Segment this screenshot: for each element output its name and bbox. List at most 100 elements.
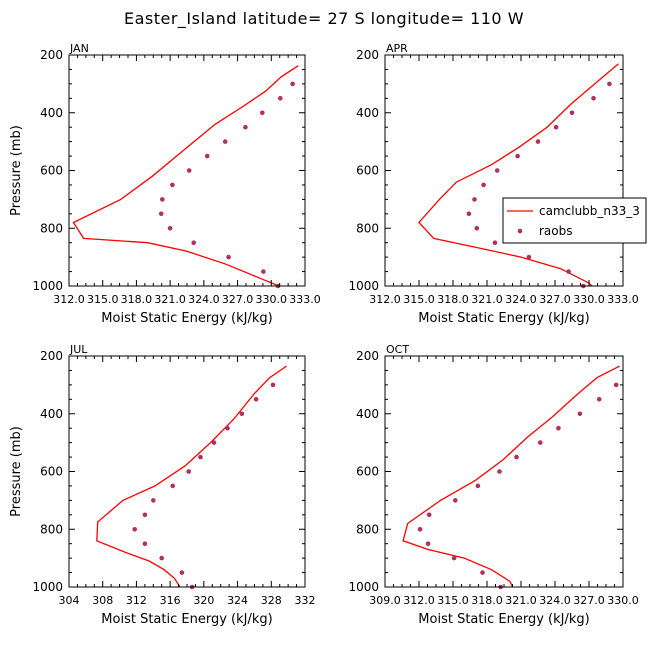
raob-point [577, 411, 583, 417]
raob-point [270, 382, 276, 388]
y-tick-label: 800 [356, 522, 379, 536]
raob-point [290, 81, 295, 87]
x-tick-label: 315.0 [87, 293, 119, 306]
raob-point [179, 570, 185, 575]
raob-point [426, 512, 432, 518]
raob-point [515, 153, 520, 159]
x-tick-label: 316 [160, 594, 181, 607]
y-axis-label: Pressure (mb) [9, 125, 24, 216]
raob-point [526, 254, 532, 260]
y-tick-label: 1000 [348, 279, 379, 293]
x-tick-label: 324 [227, 594, 248, 607]
raob-point [553, 124, 559, 130]
raob-point [453, 498, 458, 503]
x-tick-label: 330.0 [573, 293, 605, 306]
x-tick-label: 318.0 [437, 293, 469, 306]
raob-point [243, 124, 248, 130]
raob-point [226, 254, 231, 260]
y-tick-label: 200 [40, 349, 63, 363]
raob-point [170, 182, 175, 188]
raob-point [480, 570, 485, 575]
y-axis-label: Pressure (mb) [9, 426, 24, 517]
x-tick-label: 327.0 [222, 293, 254, 306]
raob-point [514, 454, 519, 460]
x-tick-label: 333.0 [289, 293, 321, 306]
y-tick-label: 200 [40, 48, 63, 62]
panel-oct: 309.0 312.0 315.0 318.0 321.0 324.0 327.0 330.0… [348, 343, 638, 627]
x-tick-label: 330.0 [607, 594, 639, 607]
x-tick-label: 318.0 [121, 293, 153, 306]
raob-point [538, 440, 543, 445]
raob-point [596, 397, 602, 402]
y-tick-label: 200 [356, 349, 379, 363]
y-tick-label: 800 [356, 221, 379, 235]
x-tick-label: 312.0 [369, 293, 401, 306]
figure-title: Easter_Island latitude= 27 S longitude= … [124, 9, 524, 29]
raob-point [239, 411, 245, 417]
panel-label: JUL [69, 343, 88, 356]
raob-point [466, 211, 472, 217]
x-tick-label: 333.0 [607, 293, 639, 306]
x-axis-label: Moist Static Energy (kJ/kg) [418, 612, 589, 627]
x-tick-label: 312.0 [53, 293, 85, 306]
x-tick-label: 312 [126, 594, 147, 607]
model-profile-line [72, 65, 299, 286]
x-tick-label: 327.0 [573, 594, 605, 607]
raob-point [474, 226, 480, 231]
raob-point [158, 211, 164, 217]
x-tick-label: 332 [295, 594, 316, 607]
x-axis-label: Moist Static Energy (kJ/kg) [101, 612, 272, 627]
raob-point [494, 168, 500, 173]
panel-jan: 312.0 315.0 318.0 321.0 324.0 327.0 330.0 333.0… [9, 42, 321, 326]
y-tick-label: 400 [40, 407, 63, 421]
y-tick-label: 800 [40, 221, 63, 235]
model-profile-line [402, 365, 620, 587]
raob-point [591, 96, 596, 101]
x-tick-label: 327.0 [539, 293, 571, 306]
panel-apr: 312.0 315.0 318.0 321.0 324.0 327.0 330.0 333.0… [348, 42, 647, 326]
x-axis-label: Moist Static Energy (kJ/kg) [101, 311, 272, 326]
y-tick-label: 200 [356, 48, 379, 62]
x-tick-label: 324.0 [539, 594, 571, 607]
x-axis-label: Moist Static Energy (kJ/kg) [418, 311, 589, 326]
y-tick-label: 1000 [32, 279, 63, 293]
raob-point [492, 240, 498, 245]
y-tick-label: 1000 [32, 580, 63, 594]
raob-point [160, 197, 165, 202]
raob-point [451, 555, 457, 561]
raob-point [142, 512, 148, 518]
x-tick-label: 324.0 [188, 293, 220, 306]
raob-point [475, 483, 481, 489]
raob-point [204, 153, 210, 159]
x-tick-label: 315.0 [437, 594, 469, 607]
x-tick-label: 320 [193, 594, 214, 607]
y-tick-label: 1000 [348, 580, 379, 594]
y-tick-label: 600 [40, 164, 63, 178]
x-tick-label: 315.0 [403, 293, 435, 306]
y-tick-label: 400 [356, 106, 379, 120]
raob-point [225, 425, 230, 431]
raob-point [191, 240, 196, 245]
x-tick-label: 324.0 [505, 293, 537, 306]
y-tick-label: 400 [40, 106, 63, 120]
x-tick-label: 308 [92, 594, 113, 607]
x-tick-label: 304 [59, 594, 80, 607]
raob-point [132, 527, 137, 532]
raob-point [569, 110, 575, 116]
raob-point [535, 139, 541, 144]
y-tick-label: 400 [356, 407, 379, 421]
raob-point [417, 527, 423, 532]
raob-point [278, 96, 283, 101]
raob-point [186, 469, 191, 474]
raob-point [425, 541, 431, 546]
panel-label: APR [386, 42, 408, 55]
legend-dot-swatch [517, 228, 523, 234]
x-tick-label: 318.0 [471, 594, 503, 607]
raob-point [607, 81, 612, 87]
plot-frame [384, 355, 624, 588]
raob-point [260, 110, 265, 116]
y-tick-label: 600 [356, 164, 379, 178]
raob-point [167, 226, 173, 231]
